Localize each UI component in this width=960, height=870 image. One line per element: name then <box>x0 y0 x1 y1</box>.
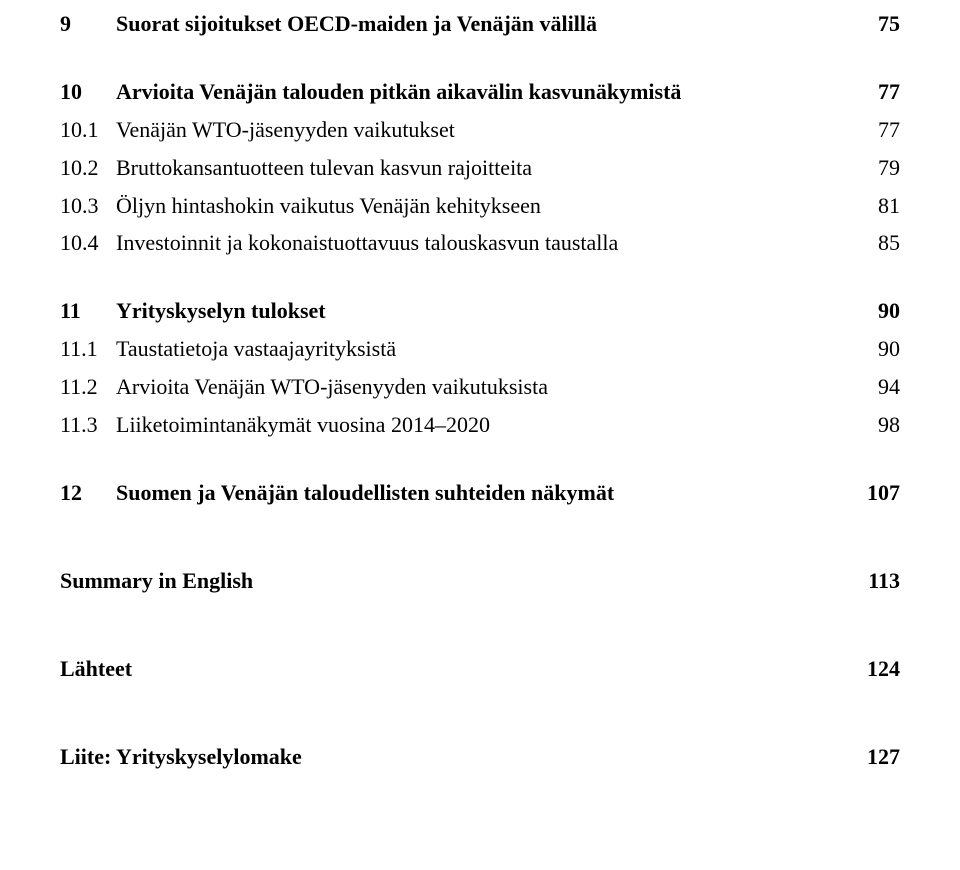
toc-subsection-number: 11.2 <box>60 371 116 403</box>
section-gap <box>60 447 900 477</box>
toc-subsection-label: Venäjän WTO-jäsenyyden vaikutukset <box>116 114 455 146</box>
toc-row-left: 11.2 Arvioita Venäjän WTO-jäsenyyden vai… <box>60 371 548 403</box>
toc-page-number: 77 <box>850 76 900 108</box>
toc-row-left: Summary in English <box>60 565 253 597</box>
toc-section-row: 12 Suomen ja Venäjän taloudellisten suht… <box>60 477 900 509</box>
toc-page-number: 113 <box>850 565 900 597</box>
toc-subsection-label: Bruttokansantuotteen tulevan kasvun rajo… <box>116 152 532 184</box>
toc-page-number: 77 <box>850 114 900 146</box>
toc-section-number: 11 <box>60 295 116 327</box>
toc-section-row: 10 Arvioita Venäjän talouden pitkän aika… <box>60 76 900 108</box>
section-gap-large <box>60 515 900 565</box>
toc-subsection-label: Investoinnit ja kokonaistuottavuus talou… <box>116 227 618 259</box>
toc-subsection-number: 10.4 <box>60 227 116 259</box>
toc-row-left: 11.1 Taustatietoja vastaajayrityksistä <box>60 333 396 365</box>
toc-subsection-row: 11.2 Arvioita Venäjän WTO-jäsenyyden vai… <box>60 371 900 403</box>
toc-subsection-number: 10.1 <box>60 114 116 146</box>
toc-section-row: 11 Yrityskyselyn tulokset 90 <box>60 295 900 327</box>
toc-subsection-row: 10.4 Investoinnit ja kokonaistuottavuus … <box>60 227 900 259</box>
toc-tail-row: Liite: Yrityskyselylomake 127 <box>60 741 900 773</box>
toc-tail-row: Lähteet 124 <box>60 653 900 685</box>
toc-section-row: 9 Suorat sijoitukset OECD-maiden ja Venä… <box>60 8 900 40</box>
toc-subsection-row: 11.3 Liiketoimintanäkymät vuosina 2014–2… <box>60 409 900 441</box>
toc-subsection-number: 11.1 <box>60 333 116 365</box>
toc-tail-label: Lähteet <box>60 653 132 685</box>
toc-subsection-label: Arvioita Venäjän WTO-jäsenyyden vaikutuk… <box>116 371 548 403</box>
section-gap <box>60 46 900 76</box>
toc-tail-label: Summary in English <box>60 565 253 597</box>
toc-section-label: Yrityskyselyn tulokset <box>116 295 326 327</box>
toc-subsection-number: 10.3 <box>60 190 116 222</box>
toc-subsection-number: 11.3 <box>60 409 116 441</box>
toc-row-left: 11.3 Liiketoimintanäkymät vuosina 2014–2… <box>60 409 490 441</box>
toc-page-number: 94 <box>850 371 900 403</box>
toc-subsection-number: 10.2 <box>60 152 116 184</box>
toc-page-number: 107 <box>850 477 900 509</box>
toc-subsection-row: 10.1 Venäjän WTO-jäsenyyden vaikutukset … <box>60 114 900 146</box>
toc-page-number: 79 <box>850 152 900 184</box>
section-gap <box>60 265 900 295</box>
toc-row-left: 10.4 Investoinnit ja kokonaistuottavuus … <box>60 227 618 259</box>
toc-page-number: 75 <box>850 8 900 40</box>
toc-section-number: 9 <box>60 8 116 40</box>
toc-row-left: 9 Suorat sijoitukset OECD-maiden ja Venä… <box>60 8 597 40</box>
toc-row-left: 10.3 Öljyn hintashokin vaikutus Venäjän … <box>60 190 541 222</box>
toc-section-label: Arvioita Venäjän talouden pitkän aikaväl… <box>116 76 681 108</box>
toc-row-left: Lähteet <box>60 653 132 685</box>
toc-subsection-row: 11.1 Taustatietoja vastaajayrityksistä 9… <box>60 333 900 365</box>
toc-row-left: 12 Suomen ja Venäjän taloudellisten suht… <box>60 477 614 509</box>
toc-subsection-label: Taustatietoja vastaajayrityksistä <box>116 333 396 365</box>
toc-tail-label: Liite: Yrityskyselylomake <box>60 741 302 773</box>
toc-row-left: 10 Arvioita Venäjän talouden pitkän aika… <box>60 76 681 108</box>
toc-subsection-row: 10.2 Bruttokansantuotteen tulevan kasvun… <box>60 152 900 184</box>
toc-row-left: 10.1 Venäjän WTO-jäsenyyden vaikutukset <box>60 114 455 146</box>
toc-page-number: 127 <box>850 741 900 773</box>
toc-page: 9 Suorat sijoitukset OECD-maiden ja Venä… <box>0 0 960 818</box>
toc-section-number: 12 <box>60 477 116 509</box>
section-gap-large <box>60 603 900 653</box>
toc-row-left: 10.2 Bruttokansantuotteen tulevan kasvun… <box>60 152 532 184</box>
toc-row-left: Liite: Yrityskyselylomake <box>60 741 302 773</box>
toc-page-number: 90 <box>850 333 900 365</box>
toc-page-number: 85 <box>850 227 900 259</box>
toc-page-number: 98 <box>850 409 900 441</box>
toc-section-label: Suomen ja Venäjän taloudellisten suhteid… <box>116 477 614 509</box>
toc-section-label: Suorat sijoitukset OECD-maiden ja Venäjä… <box>116 8 597 40</box>
toc-subsection-label: Öljyn hintashokin vaikutus Venäjän kehit… <box>116 190 541 222</box>
toc-tail-row: Summary in English 113 <box>60 565 900 597</box>
toc-section-number: 10 <box>60 76 116 108</box>
toc-subsection-row: 10.3 Öljyn hintashokin vaikutus Venäjän … <box>60 190 900 222</box>
toc-page-number: 81 <box>850 190 900 222</box>
section-gap-large <box>60 691 900 741</box>
toc-page-number: 90 <box>850 295 900 327</box>
toc-row-left: 11 Yrityskyselyn tulokset <box>60 295 326 327</box>
toc-page-number: 124 <box>850 653 900 685</box>
toc-subsection-label: Liiketoimintanäkymät vuosina 2014–2020 <box>116 409 490 441</box>
